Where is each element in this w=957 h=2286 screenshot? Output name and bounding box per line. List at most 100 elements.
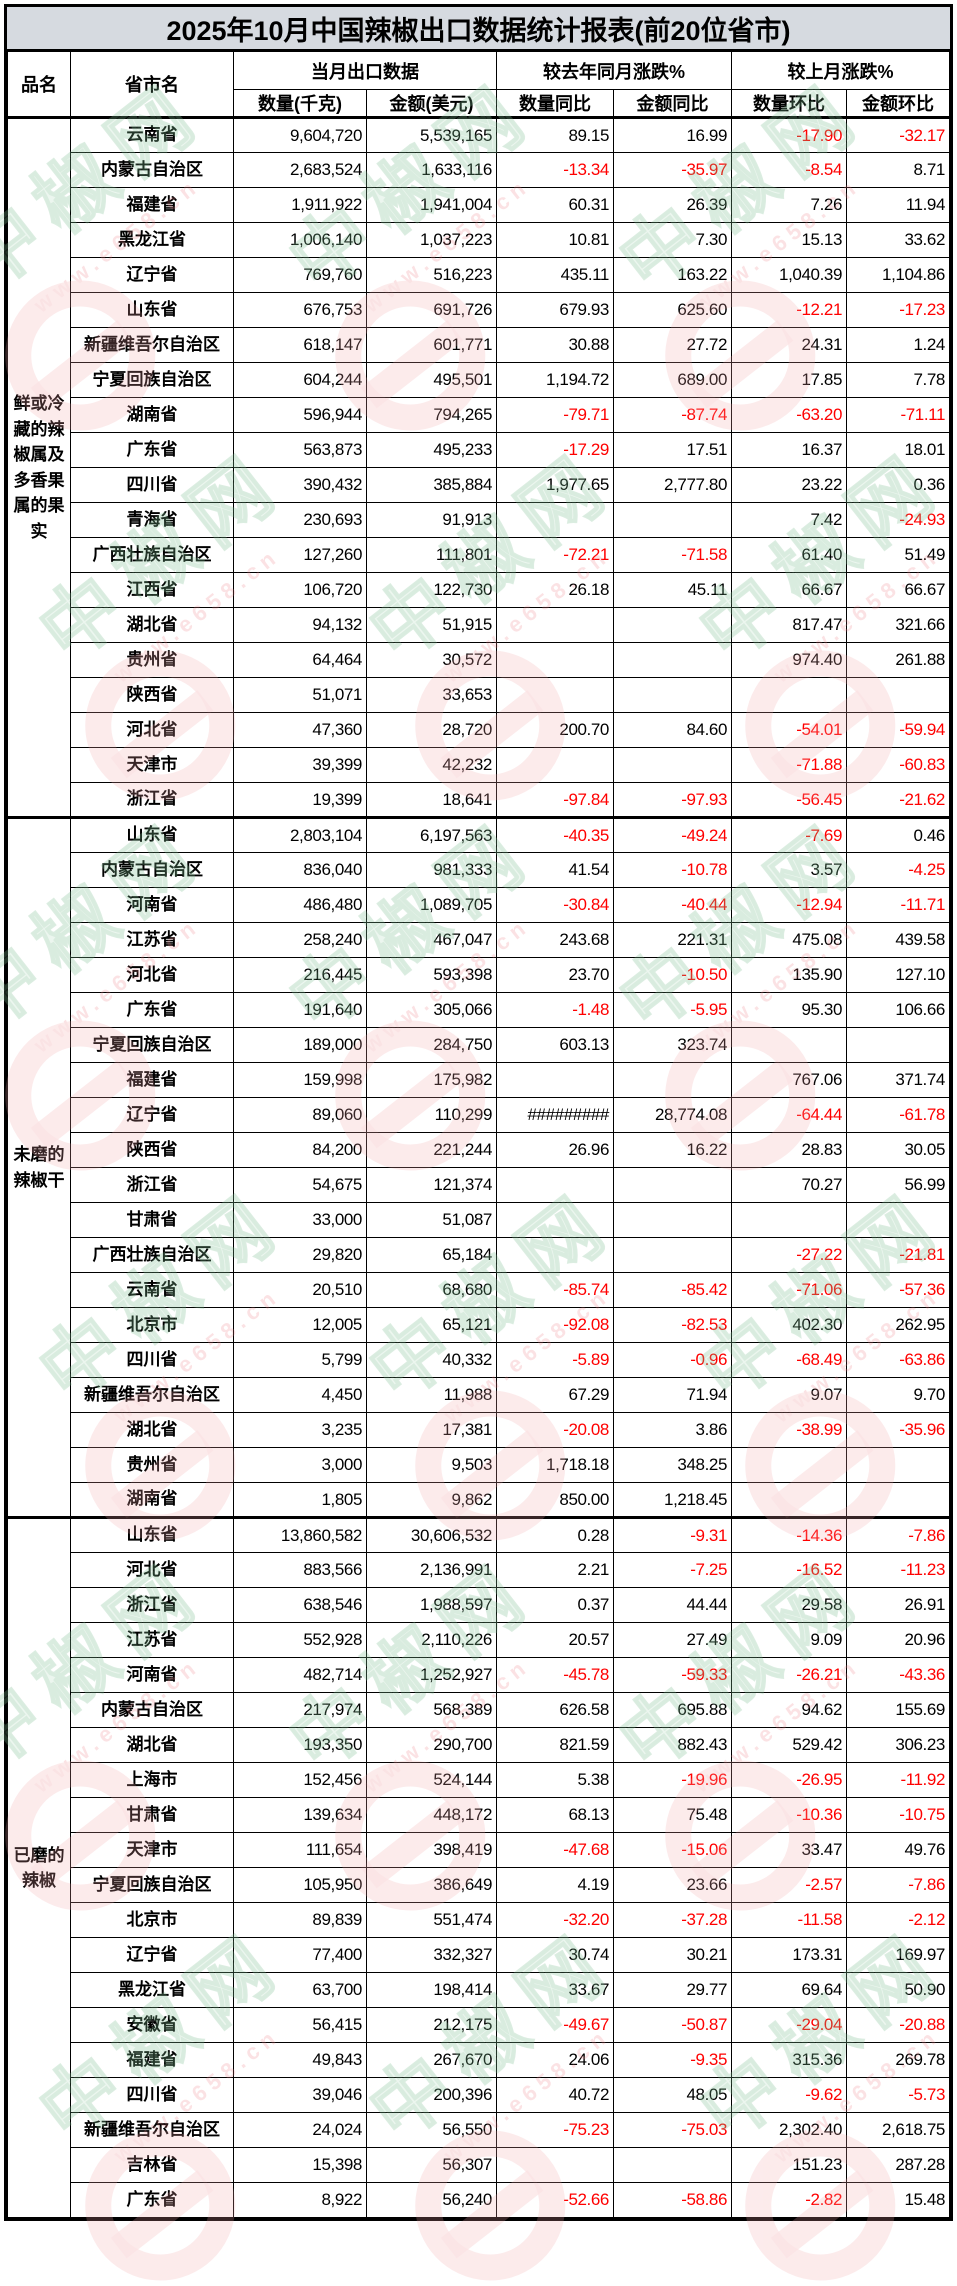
qty-yoy-cell: 89.15 [496,116,614,153]
amount-mom-cell: 287.28 [846,2147,950,2183]
qty-cell: 39,399 [233,747,367,783]
amount-cell: 9,503 [366,1447,497,1483]
qty-cell: 230,693 [233,502,367,538]
amount-yoy-cell: 71.94 [612,1377,733,1413]
amount-yoy-cell: 7.30 [612,222,733,258]
amount-cell: 524,144 [366,1762,497,1798]
table-row: 安徽省 56,415 212,175 -49.67 -50.87 -29.04 -20.88 [8,2007,950,2043]
amount-mom-cell: 127.10 [846,957,950,993]
province-cell: 河南省 [70,1657,234,1693]
qty-cell: 482,714 [233,1657,367,1693]
province-cell: 宁夏回族自治区 [70,1867,234,1903]
amount-yoy-cell: 75.48 [612,1797,733,1833]
amount-mom-cell [846,677,950,713]
amount-mom-cell: -17.23 [846,292,950,328]
table-row: 湖北省 94,132 51,915 817.47 321.66 [8,607,950,643]
table-row: 陕西省 51,071 33,653 [8,677,950,713]
header-qty-mom: 数量环比 [731,89,848,118]
qty-mom-cell: 24.31 [731,327,848,363]
qty-mom-cell: 69.64 [731,1972,848,2008]
qty-yoy-cell: 0.37 [496,1587,614,1623]
qty-cell: 5,799 [233,1342,367,1378]
table-row: 江西省 106,720 122,730 26.18 45.11 66.67 66.67 [8,572,950,608]
amount-yoy-cell: 882.43 [612,1727,733,1763]
amount-cell: 18,641 [366,782,497,818]
qty-mom-cell [731,1447,848,1483]
province-cell: 河北省 [70,957,234,993]
qty-cell: 47,360 [233,712,367,748]
amount-cell: 593,398 [366,957,497,993]
amount-mom-cell: -24.93 [846,502,950,538]
table-row: 湖北省 193,350 290,700 821.59 882.43 529.42 306.2… [8,1727,950,1763]
province-cell: 贵州省 [70,642,234,678]
amount-mom-cell: -32.17 [846,116,950,153]
amount-cell: 175,982 [366,1062,497,1098]
province-cell: 福建省 [70,187,234,223]
qty-mom-cell: 7.42 [731,502,848,538]
amount-yoy-cell: 30.21 [612,1937,733,1973]
amount-cell: 68,680 [366,1272,497,1308]
province-cell: 湖北省 [70,607,234,643]
qty-mom-cell: 974.40 [731,642,848,678]
amount-mom-cell: -10.75 [846,1797,950,1833]
province-cell: 四川省 [70,467,234,503]
province-cell: 云南省 [70,116,234,153]
qty-cell: 604,244 [233,362,367,398]
amount-cell: 385,884 [366,467,497,503]
province-cell: 浙江省 [70,782,234,818]
qty-mom-cell: -68.49 [731,1342,848,1378]
province-cell: 江苏省 [70,1622,234,1658]
table-row: 广西壮族自治区 127,260 111,801 -72.21 -71.58 61.40 51… [8,537,950,573]
qty-mom-cell: -11.58 [731,1902,848,1938]
qty-yoy-cell: -17.29 [496,432,614,468]
qty-mom-cell: -7.69 [731,816,848,853]
qty-mom-cell: 17.85 [731,362,848,398]
qty-mom-cell: -2.57 [731,1867,848,1903]
amount-yoy-cell: 221.31 [612,922,733,958]
qty-mom-cell: 29.58 [731,1587,848,1623]
qty-yoy-cell: 10.81 [496,222,614,258]
amount-yoy-cell [612,502,733,538]
table-header: 品名 省市名 当月出口数据 较去年同月涨跌% 较上月涨跌% 数量(千克) 金额(… [7,51,950,118]
qty-mom-cell: 70.27 [731,1167,848,1203]
qty-mom-cell: 767.06 [731,1062,848,1098]
table-row: 福建省 1,911,922 1,941,004 60.31 26.39 7.26 11.94 [8,187,950,223]
table-row: 湖北省 3,235 17,381 -20.08 3.86 -38.99 -35.96 [8,1412,950,1448]
qty-cell: 1,911,922 [233,187,367,223]
header-qty-yoy: 数量同比 [496,89,614,118]
province-cell: 宁夏回族自治区 [70,1027,234,1063]
qty-mom-cell: 7.26 [731,187,848,223]
table-body: 鲜或冷藏的辣椒属及多香果属的果实 云南省 9,604,720 5,539,165 89.… [7,116,950,2218]
amount-mom-cell: 169.97 [846,1937,950,1973]
amount-yoy-cell: 48.05 [612,2077,733,2113]
amount-mom-cell [846,1027,950,1063]
amount-yoy-cell: 348.25 [612,1447,733,1483]
qty-yoy-cell: -75.23 [496,2112,614,2148]
amount-mom-cell: -20.88 [846,2007,950,2043]
table-row: 广西壮族自治区 29,820 65,184 -27.22 -21.81 [8,1237,950,1273]
amount-cell: 9,862 [366,1482,497,1518]
amount-cell: 91,913 [366,502,497,538]
qty-cell: 9,604,720 [233,116,367,153]
qty-cell: 111,654 [233,1832,367,1868]
amount-yoy-cell: -87.74 [612,397,733,433]
qty-cell: 13,860,582 [233,1516,367,1553]
amount-cell: 212,175 [366,2007,497,2043]
amount-cell: 386,649 [366,1867,497,1903]
qty-mom-cell: -17.90 [731,116,848,153]
amount-mom-cell: 439.58 [846,922,950,958]
amount-yoy-cell [612,642,733,678]
header-qty: 数量(千克) [233,89,367,118]
qty-mom-cell: -54.01 [731,712,848,748]
amount-mom-cell: 261.88 [846,642,950,678]
qty-yoy-cell: -5.89 [496,1342,614,1378]
amount-yoy-cell [612,1062,733,1098]
table-row: 湖南省 1,805 9,862 850.00 1,218.45 [8,1482,950,1518]
amount-cell: 267,670 [366,2042,497,2078]
header-amount-mom: 金额环比 [846,89,950,118]
province-cell: 内蒙古自治区 [70,1692,234,1728]
qty-yoy-cell: -92.08 [496,1307,614,1343]
amount-cell: 516,223 [366,257,497,293]
amount-mom-cell: -60.83 [846,747,950,783]
qty-yoy-cell: -47.68 [496,1832,614,1868]
